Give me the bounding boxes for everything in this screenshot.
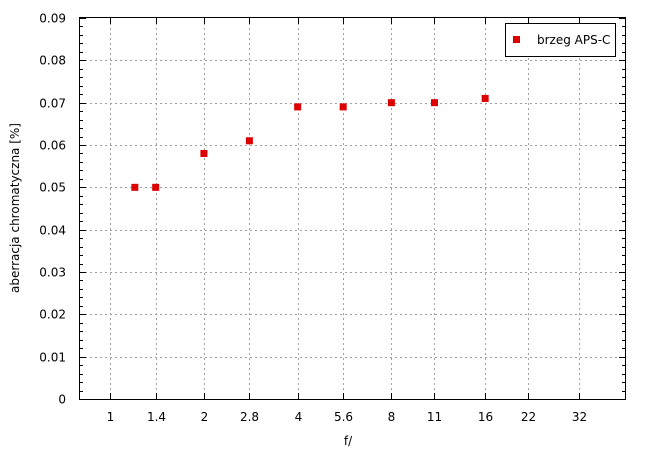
y-tick-label: 0.05 (39, 181, 66, 195)
data-point (200, 149, 208, 157)
y-tick-label: 0.07 (39, 97, 66, 111)
x-tick-label: 11 (427, 410, 442, 424)
y-tick-label: 0 (58, 393, 66, 407)
x-tick-label: 5.6 (334, 410, 353, 424)
x-tick-label: 2.8 (240, 410, 259, 424)
axis-ticks (80, 18, 625, 400)
y-tick-labels: 0 0.01 0.02 0.03 0.04 0.05 0.06 0.07 0.08 0.09 (39, 12, 66, 407)
x-tick-label: 8 (388, 410, 396, 424)
x-tick-label: 2 (201, 410, 209, 424)
x-tick-label: 1.4 (147, 410, 166, 424)
data-point (430, 99, 438, 107)
grid-lines (80, 18, 625, 399)
y-tick-label: 0.06 (39, 139, 66, 153)
x-tick-label: 1 (107, 410, 115, 424)
x-tick-label: 32 (572, 410, 587, 424)
plot-frame (79, 17, 626, 400)
x-tick-label: 4 (295, 410, 303, 424)
y-tick-label: 0.03 (39, 266, 66, 280)
y-tick-label: 0.08 (39, 54, 66, 68)
data-point (339, 103, 347, 111)
y-tick-label: 0.04 (39, 224, 66, 238)
x-axis-title: f/ (344, 434, 353, 448)
y-tick-label: 0.01 (39, 351, 66, 365)
data-points (131, 94, 489, 191)
data-point (294, 103, 302, 111)
x-tick-labels: 1 1.4 2 2.8 4 5.6 8 11 16 22 32 (107, 410, 587, 424)
y-tick-label: 0.02 (39, 308, 66, 322)
data-point (131, 183, 139, 191)
y-tick-label: 0.09 (39, 12, 66, 26)
data-point (245, 137, 253, 145)
data-point (387, 99, 395, 107)
legend-label: brzeg APS-C (537, 33, 610, 47)
data-point (481, 94, 489, 102)
x-tick-label: 22 (521, 410, 536, 424)
legend: brzeg APS-C (505, 23, 616, 57)
legend-box (505, 23, 616, 57)
x-tick-label: 16 (478, 410, 493, 424)
data-point (152, 183, 160, 191)
y-axis-title: aberracja chromatyczna [%] (8, 123, 22, 293)
legend-marker (513, 36, 520, 43)
